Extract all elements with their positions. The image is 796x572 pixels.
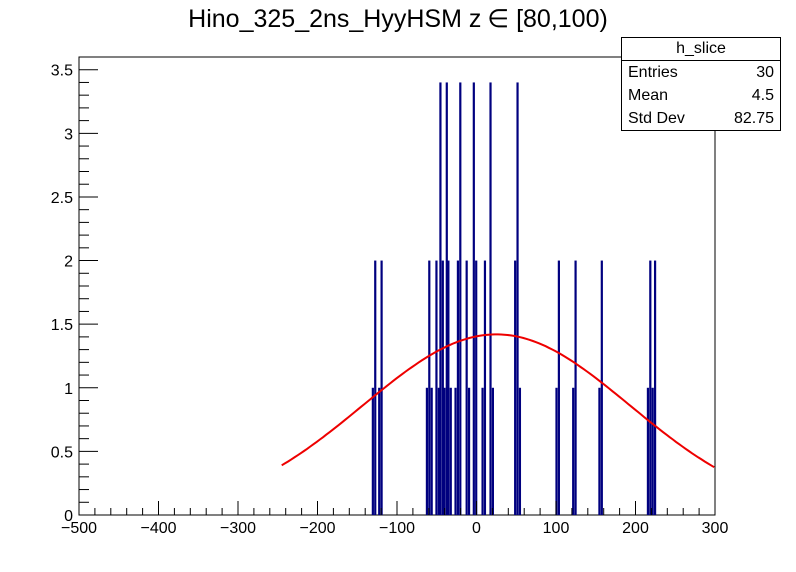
stats-row-stddev: Std Dev 82.75 (622, 107, 780, 130)
histogram-bar-16 (456, 260, 460, 515)
histogram-bar-30 (557, 260, 560, 515)
entries-label: Entries (628, 64, 678, 81)
histogram-bar-35 (646, 387, 650, 515)
histogram-bar-6 (430, 387, 433, 515)
histogram-bar-2 (378, 387, 381, 515)
histogram-bar-0 (371, 387, 374, 515)
histogram-bar-3 (380, 260, 383, 515)
histogram-bar-7 (435, 260, 438, 515)
histogram-bars (371, 82, 657, 515)
x-axis: −500 −400 −300 −200 −100 0 100 200 300 (61, 501, 728, 537)
entries-value: 30 (756, 64, 774, 81)
histogram-bar-18 (465, 260, 468, 515)
histogram-bar-29 (555, 387, 558, 515)
plot-frame (78, 56, 716, 516)
histogram-bar-1 (374, 260, 377, 515)
y-axis: 0 0.5 1 1.5 2 2.5 3 3.5 (51, 63, 98, 525)
x-tick-label: 100 (543, 520, 570, 537)
stats-row-entries: Entries 30 (622, 61, 780, 84)
stats-title: h_slice (622, 38, 780, 61)
x-tick-label: 300 (702, 520, 729, 537)
histogram-bar-15 (454, 387, 457, 515)
histogram-bar-33 (598, 387, 601, 515)
title-name: Hino_325_2ns_HyyHSM z (188, 5, 482, 33)
y-tick-label: 3.5 (51, 63, 73, 80)
x-tick-label: −100 (379, 520, 415, 537)
y-tick-label: 3 (64, 126, 73, 143)
mean-value: 4.5 (751, 87, 774, 104)
histogram-bar-22 (481, 387, 484, 515)
histogram-bar-25 (491, 387, 494, 515)
histogram-bar-5 (428, 260, 431, 515)
x-tick-label: −300 (220, 520, 256, 537)
histogram-bar-4 (425, 387, 429, 515)
histogram-bar-12 (445, 82, 448, 515)
gaussian-fit-curve (281, 333, 715, 469)
x-tick-label: −400 (140, 520, 176, 537)
histogram-bar-11 (443, 387, 446, 515)
histogram-bar-38 (653, 260, 657, 515)
histogram-bar-8 (437, 387, 440, 515)
stats-box: h_slice Entries 30 Mean 4.5 Std Dev 82.7… (621, 37, 781, 131)
y-tick-label: 1.5 (51, 317, 73, 334)
histogram-bar-13 (447, 260, 450, 515)
histogram-bar-28 (518, 387, 522, 515)
y-tick-label: 2.5 (51, 190, 73, 207)
histogram-bar-21 (475, 260, 478, 515)
histogram-bar-17 (459, 82, 462, 515)
x-tick-label: 0 (472, 520, 481, 537)
histogram-bar-34 (600, 260, 603, 515)
histogram-bar-32 (574, 260, 577, 515)
histogram-bar-19 (467, 387, 471, 515)
x-tick-label: −500 (61, 520, 97, 537)
histogram-bar-36 (649, 260, 652, 515)
stddev-label: Std Dev (628, 110, 685, 127)
stats-row-mean: Mean 4.5 (622, 84, 780, 107)
y-tick-label: 0 (64, 508, 73, 525)
histogram-bar-24 (489, 82, 492, 515)
y-tick-label: 0.5 (51, 444, 73, 461)
histogram-bar-37 (651, 387, 654, 515)
chart-title: Hino_325_2ns_HyyHSM z ∈ [80,100) (0, 4, 796, 34)
y-tick-label: 1 (64, 381, 73, 398)
histogram-bar-31 (572, 387, 575, 515)
histogram-bar-9 (439, 82, 442, 515)
title-range: ∈ [80,100) (487, 5, 608, 33)
histogram-bar-26 (514, 260, 517, 515)
histogram-bar-27 (516, 82, 519, 515)
histogram-bar-20 (472, 82, 475, 515)
x-tick-label: −200 (299, 520, 335, 537)
histogram-bar-14 (449, 387, 452, 515)
stddev-value: 82.75 (733, 110, 774, 127)
y-tick-label: 2 (64, 254, 73, 271)
mean-label: Mean (628, 87, 669, 104)
histogram-bar-23 (483, 260, 487, 515)
x-tick-label: 200 (622, 520, 649, 537)
histogram-bar-10 (441, 260, 444, 515)
